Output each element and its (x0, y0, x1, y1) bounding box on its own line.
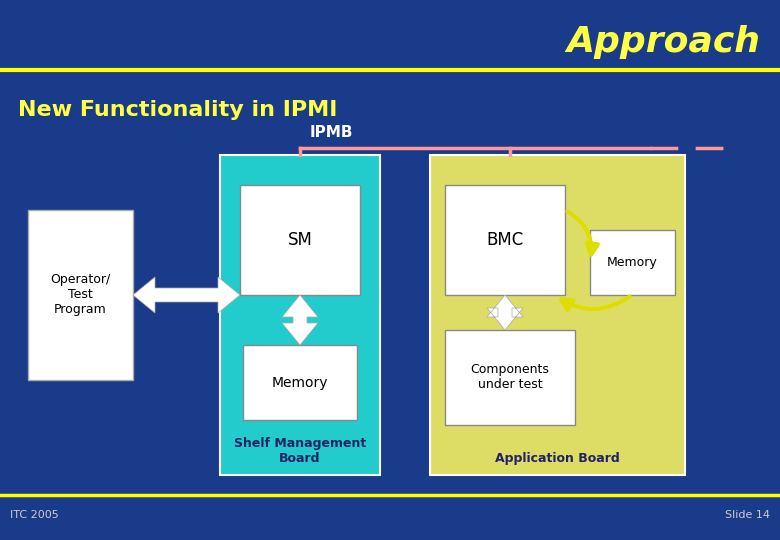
FancyBboxPatch shape (430, 155, 685, 475)
Text: Operator/
Test
Program: Operator/ Test Program (51, 273, 111, 316)
Text: IPMB: IPMB (310, 125, 353, 140)
FancyBboxPatch shape (28, 210, 133, 380)
Text: New Functionality in IPMI: New Functionality in IPMI (18, 100, 338, 120)
Text: Slide 14: Slide 14 (725, 510, 770, 520)
FancyBboxPatch shape (445, 185, 565, 295)
Text: Shelf Management
Board: Shelf Management Board (234, 437, 366, 465)
Text: Application Board: Application Board (495, 452, 620, 465)
FancyBboxPatch shape (240, 185, 360, 295)
FancyBboxPatch shape (220, 155, 380, 475)
FancyBboxPatch shape (243, 345, 357, 420)
Text: BMC: BMC (487, 231, 523, 249)
Text: Memory: Memory (607, 256, 658, 269)
Polygon shape (282, 295, 318, 345)
Text: Approach: Approach (566, 25, 760, 59)
FancyBboxPatch shape (445, 330, 575, 425)
Text: Components
under test: Components under test (470, 363, 549, 392)
Text: Memory: Memory (271, 375, 328, 389)
Text: ITC 2005: ITC 2005 (10, 510, 58, 520)
Text: SM: SM (288, 231, 313, 249)
Polygon shape (133, 277, 240, 313)
FancyBboxPatch shape (590, 230, 675, 295)
Polygon shape (487, 295, 523, 330)
